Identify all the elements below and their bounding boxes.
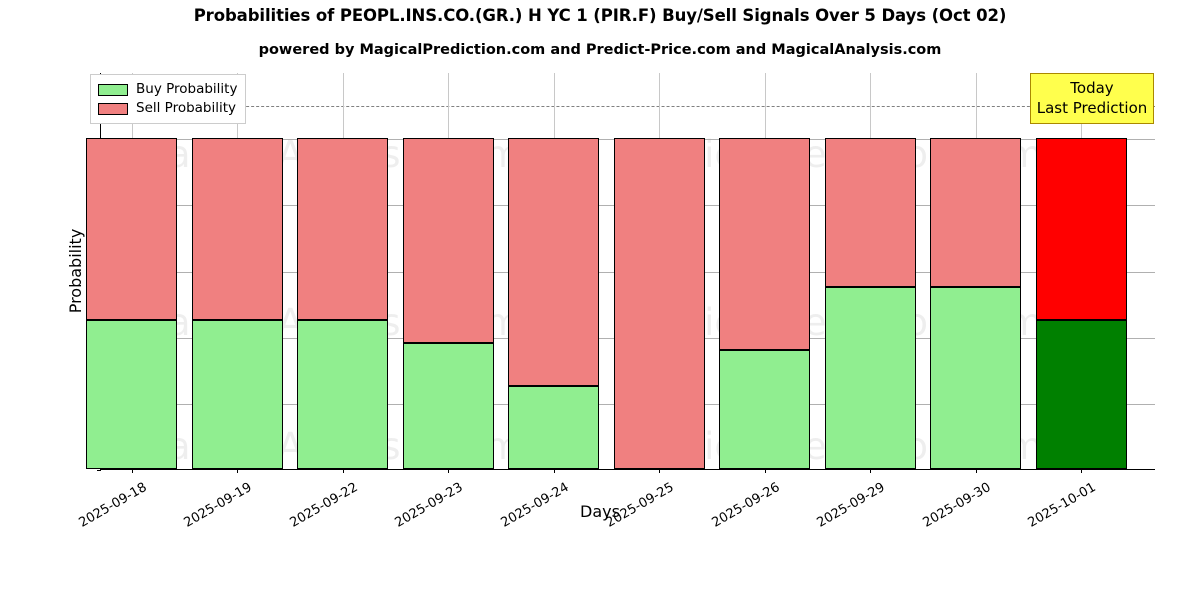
bar-segment-buy[interactable] (1035, 320, 1127, 469)
y-tick-mark (97, 470, 101, 471)
plot-area: Probability MagicalAnalysis.comMagicalPr… (66, 72, 1155, 531)
legend-swatch-buy (98, 83, 128, 96)
x-tick-mark (342, 469, 344, 473)
bar-group[interactable] (930, 72, 1022, 469)
x-tick-mark (659, 469, 661, 473)
bar-segment-buy[interactable] (930, 287, 1022, 469)
x-tick-mark (975, 469, 977, 473)
y-axis-label: Probability (65, 228, 85, 314)
x-axis-label: Days (580, 502, 620, 521)
x-tick-mark (448, 469, 450, 473)
bar-group[interactable] (1035, 72, 1127, 469)
bar-group[interactable] (719, 72, 811, 469)
bar-segment-buy[interactable] (297, 320, 389, 469)
bar-group[interactable] (824, 72, 916, 469)
bar-segment-sell[interactable] (191, 138, 283, 321)
today-annotation: Today Last Prediction (1030, 73, 1154, 124)
bar-segment-sell[interactable] (86, 138, 178, 321)
bar-segment-buy[interactable] (508, 386, 600, 469)
bar-group[interactable] (402, 72, 494, 469)
bar-segment-sell[interactable] (719, 138, 811, 350)
x-tick-mark (553, 469, 555, 473)
bar-segment-sell[interactable] (508, 138, 600, 387)
bar-segment-sell[interactable] (402, 138, 494, 344)
bar-segment-sell[interactable] (613, 138, 705, 469)
bar-segment-buy[interactable] (191, 320, 283, 469)
bar-group[interactable] (191, 72, 283, 469)
bar-segment-sell[interactable] (297, 138, 389, 321)
bar-group[interactable] (86, 72, 178, 469)
chart-subtitle: powered by MagicalPrediction.com and Pre… (258, 42, 942, 58)
x-tick-mark (131, 469, 133, 473)
bar-segment-buy[interactable] (719, 349, 811, 469)
bar-segment-buy[interactable] (86, 320, 178, 469)
bar-group[interactable] (613, 72, 705, 469)
chart-title: Probabilities of PEOPL.INS.CO.(GR.) H YC… (193, 6, 1007, 25)
bar-group[interactable] (508, 72, 600, 469)
legend-label-sell: Sell Probability (136, 100, 237, 116)
bar-segment-buy[interactable] (824, 287, 916, 469)
bar-group[interactable] (297, 72, 389, 469)
reference-line (101, 106, 1155, 108)
legend-item-buy: Buy Probability (98, 80, 237, 99)
today-label-line2: Last Prediction (1036, 99, 1148, 117)
x-tick-mark (764, 469, 766, 473)
chart-legend: Buy Probability Sell Probability (90, 74, 247, 124)
x-tick-mark (870, 469, 872, 473)
bar-segment-sell[interactable] (1035, 138, 1127, 321)
bar-segment-sell[interactable] (930, 138, 1022, 288)
x-tick-mark (237, 469, 239, 473)
legend-swatch-sell (98, 102, 128, 115)
today-label-line1: Today (1070, 79, 1114, 97)
legend-label-buy: Buy Probability (136, 81, 238, 97)
bar-segment-buy[interactable] (402, 343, 494, 469)
legend-item-sell: Sell Probability (98, 99, 237, 118)
x-tick-mark (1081, 469, 1083, 473)
bar-segment-sell[interactable] (824, 138, 916, 288)
